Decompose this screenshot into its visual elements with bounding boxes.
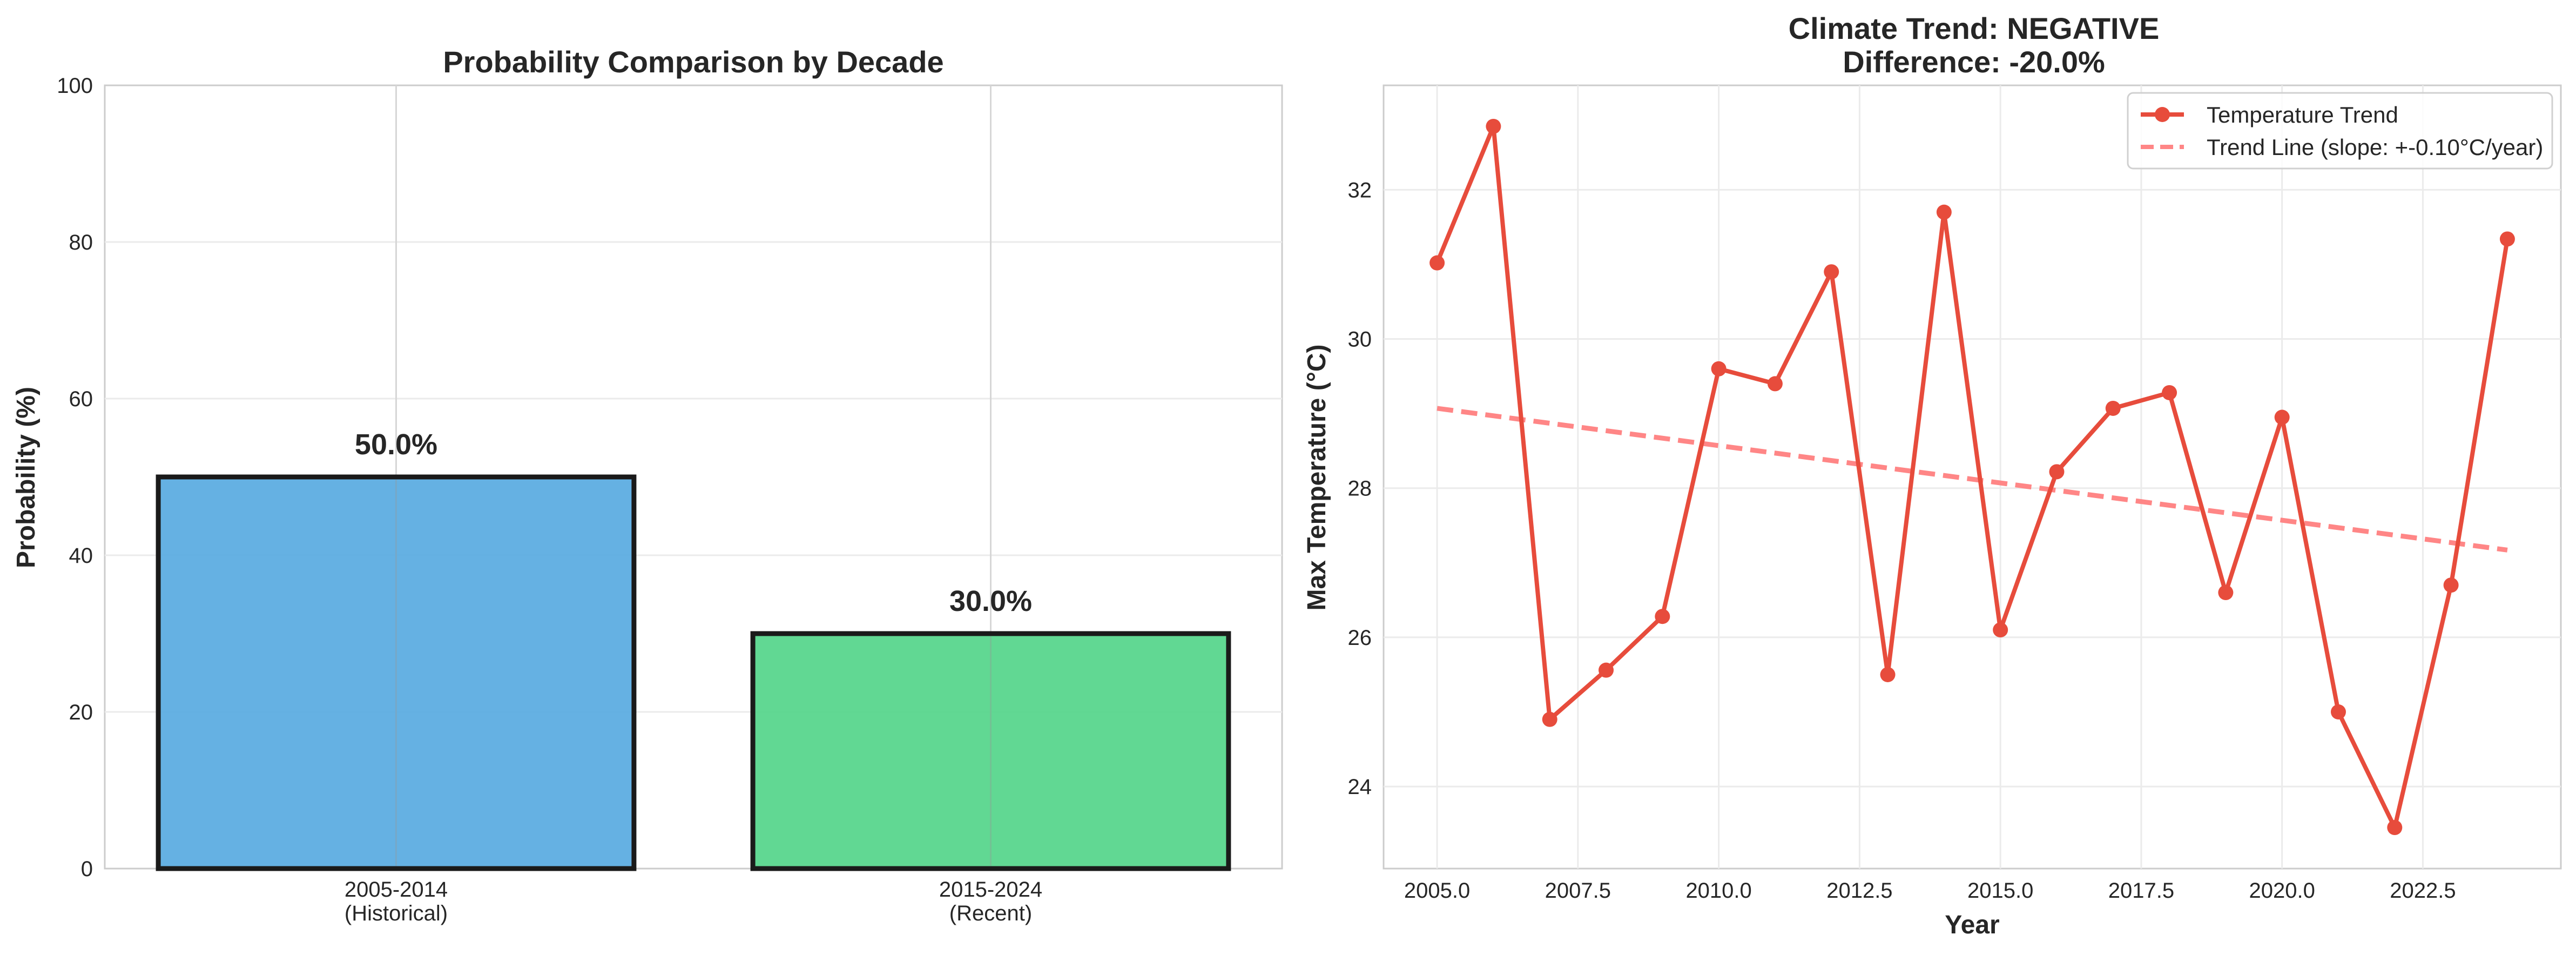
temperature-point [2387,820,2403,836]
bar-y-ticks: 0 20 40 60 80 100 [57,74,93,881]
temperature-point [1655,609,1670,624]
temperature-point [1936,204,1952,220]
legend-label-temperature: Temperature Trend [2207,102,2398,127]
bar-0 [156,474,637,871]
line-y-tick-label: 28 [1348,477,1372,501]
temperature-point [1993,622,2008,638]
temperature-point [1429,255,1445,271]
line-x-tick-label: 2022.5 [2390,879,2456,903]
bar-x-tick-label: 2015-2024 [939,878,1042,902]
bar-bars: 50.0% 30.0% [156,428,1231,871]
legend-label-trend: Trend Line (slope: +-0.10°C/year) [2207,134,2543,160]
bar-y-tick-label: 20 [69,701,93,724]
line-chart-title-line1: Climate Trend: NEGATIVE [1789,11,2160,45]
bar-chart-title: Probability Comparison by Decade [443,45,943,79]
line-x-tick-label: 2007.5 [1545,879,1611,903]
line-grid [1384,85,2561,869]
bar-y-tick-label: 80 [69,231,93,254]
bar-value-label: 30.0% [949,585,1032,617]
temperature-point [1711,361,1727,376]
temperature-point [2218,585,2234,601]
line-x-tick-label: 2020.0 [2249,879,2315,903]
bar-y-tick-label: 100 [57,74,93,98]
line-x-tick-label: 2005.0 [1404,879,1470,903]
bar-x-tick-label: 2005-2014 [345,878,448,902]
line-x-tick-label: 2010.0 [1685,879,1751,903]
line-x-ticks: 2005.0 2007.5 2010.0 2012.5 2015.0 2017.5 2020… [1404,879,2456,903]
line-x-tick-label: 2012.5 [1826,879,1892,903]
trend-line [1437,406,2508,553]
temperature-line [1435,124,2510,830]
bar-y-tick-label: 0 [81,857,93,881]
temperature-point [2105,400,2121,416]
bar-value-label: 50.0% [355,428,437,461]
temperature-point [2443,577,2459,593]
bar-x-ticks: 2005-2014(Historical) 2015-2024(Recent) [345,878,1042,925]
bar-x-tick-sublabel: (Recent) [949,902,1032,925]
line-series [1429,118,2515,836]
temperature-point [1824,264,1839,280]
temperature-point [2499,231,2515,247]
temperature-point [1599,662,1614,678]
line-y-tick-label: 32 [1348,178,1372,202]
legend-box [2127,92,2553,170]
temperature-point [1880,667,1896,682]
legend: Temperature Trend Trend Line (slope: +-0… [2127,92,2553,170]
temperature-point [1542,711,1557,727]
line-chart-title-line2: Difference: -20.0% [1843,45,2105,79]
temperature-point [2049,464,2065,480]
legend-marker-temperature [2155,107,2170,122]
bar-y-tick-label: 40 [69,544,93,568]
line-y-tick-label: 30 [1348,328,1372,352]
line-y-axis-label: Max Temperature (°C) [1303,344,1331,610]
line-x-axis-label: Year [1945,911,1999,939]
temperature-point [2330,704,2346,719]
temperature-point [1767,376,1783,392]
temperature-point [1486,118,1501,134]
temperature-point [2162,385,2177,400]
bar-x-tick-sublabel: (Historical) [345,902,448,925]
bar-chart-panel: Probability Comparison by Decade 0 20 40 60… [12,45,1283,925]
line-chart-panel: Climate Trend: NEGATIVE Difference: -20.… [1303,11,2562,939]
line-x-tick-label: 2017.5 [2108,879,2174,903]
bar-1 [750,631,1231,871]
temperature-point [2274,409,2290,425]
bar-y-axis-label: Probability (%) [12,387,41,568]
line-y-tick-label: 26 [1348,626,1372,650]
bar-y-tick-label: 60 [69,387,93,411]
line-y-tick-label: 24 [1348,775,1372,799]
line-x-tick-label: 2015.0 [1967,879,2033,903]
line-y-ticks: 24 26 28 30 32 [1348,178,1372,799]
